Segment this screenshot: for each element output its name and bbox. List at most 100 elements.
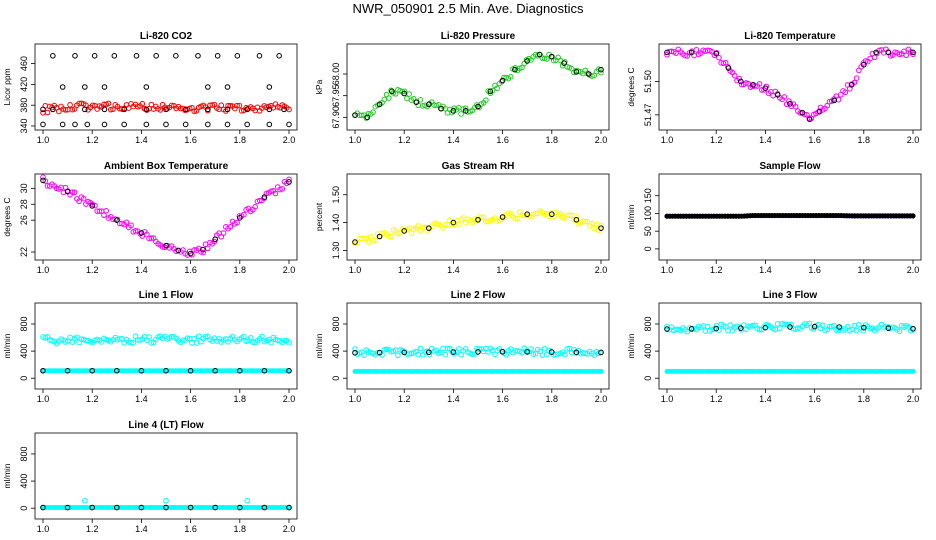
data-point (367, 349, 374, 356)
x-tick-label: 1.0 (349, 135, 362, 145)
data-point (426, 225, 432, 231)
data-point (450, 349, 457, 355)
data-point (910, 51, 916, 58)
plot-frame (346, 302, 610, 390)
chart-title: Line 1 Flow (139, 290, 194, 301)
x-tick-label: 1.6 (184, 394, 197, 404)
chart-panel: Line 3 Flow ml/min 1.0 1.2 1.4 1.6 1.8 2.0 0 400 8… (626, 290, 922, 404)
data-point (417, 345, 424, 352)
chart-title: Gas Stream RH (442, 161, 515, 172)
data-point (774, 92, 781, 98)
data-point (750, 81, 756, 88)
data-point (266, 84, 273, 90)
data-point (475, 349, 481, 355)
y-axis-label: ml/min (314, 333, 324, 358)
data-point (238, 108, 245, 114)
data-point (494, 85, 500, 92)
x-tick-label: 1.2 (86, 265, 99, 275)
x-tick-label: 1.0 (661, 265, 674, 275)
data-point (132, 228, 139, 234)
data-point (157, 107, 164, 113)
y-axis-label: ml/min (626, 204, 636, 229)
data-point (549, 349, 555, 355)
plot-frame (34, 302, 298, 390)
data-point (499, 77, 506, 84)
data-point (544, 351, 550, 358)
data-point (286, 367, 292, 374)
data-point (530, 351, 537, 357)
data-point (512, 66, 518, 73)
data-point (388, 348, 394, 355)
data-point (244, 121, 250, 128)
data-point (276, 53, 282, 59)
y-tick-label: 460 (19, 56, 29, 71)
data-point (82, 106, 88, 113)
data-point (133, 53, 140, 59)
data-point (105, 100, 112, 107)
data-point (372, 237, 379, 243)
data-point (591, 225, 598, 232)
data-point (259, 333, 265, 340)
data-point (107, 106, 114, 113)
data-point (234, 53, 241, 59)
data-point (503, 352, 510, 358)
x-tick-label: 1.8 (546, 265, 559, 275)
y-tick-label: 380 (19, 98, 29, 113)
y-tick-label: 400 (643, 344, 653, 359)
y-tick-label: 22 (19, 247, 29, 257)
y-axis-label: degrees C (2, 197, 12, 236)
x-tick-label: 1.8 (546, 135, 559, 145)
data-point (114, 217, 120, 223)
data-point (598, 349, 604, 356)
data-point (244, 106, 250, 113)
chart-panel: Sample Flow ml/min 1.0 1.2 1.4 1.6 1.8 2.0 0 50 10… (626, 161, 922, 275)
x-tick-label: 1.0 (661, 394, 674, 404)
x-tick-label: 1.8 (234, 265, 247, 275)
data-point (582, 218, 589, 225)
data-point (896, 328, 903, 335)
data-point (64, 367, 71, 374)
x-tick-label: 1.6 (496, 265, 509, 275)
data-point (485, 218, 491, 225)
y-axis-label: ml/min (2, 333, 12, 358)
data-point (55, 108, 62, 115)
y-tick-label: 800 (19, 446, 29, 461)
data-point (716, 54, 722, 61)
data-point (598, 222, 604, 229)
data-point (770, 92, 776, 99)
data-point (110, 106, 116, 113)
data-point (123, 219, 130, 226)
y-tick-label: 400 (331, 344, 341, 359)
data-point (72, 53, 78, 59)
data-point (195, 53, 201, 59)
x-tick-label: 2.0 (283, 135, 296, 145)
x-tick-label: 1.4 (135, 524, 148, 534)
data-point (286, 176, 292, 183)
data-point (564, 346, 570, 352)
y-tick-label: 340 (19, 118, 29, 133)
data-point (489, 87, 496, 94)
data-point (274, 337, 281, 344)
data-point (205, 84, 211, 90)
data-point (475, 103, 481, 110)
data-point (138, 504, 145, 511)
data-point (352, 239, 358, 245)
x-tick-label: 1.6 (808, 135, 821, 145)
data-point (153, 53, 159, 59)
x-tick-label: 2.0 (595, 135, 608, 145)
data-point (713, 50, 720, 57)
x-tick-label: 1.4 (135, 135, 148, 145)
y-tick-label: 1.40 (331, 214, 341, 232)
data-point (386, 95, 392, 101)
data-point (202, 241, 209, 248)
data-point (376, 233, 383, 240)
data-point (456, 221, 462, 228)
data-point (224, 84, 231, 90)
data-point (404, 95, 410, 102)
data-point (561, 60, 567, 66)
chart-title: Ambient Box Temperature (104, 161, 229, 172)
data-point (237, 504, 243, 511)
data-point (361, 352, 367, 358)
x-tick-label: 1.4 (135, 394, 148, 404)
